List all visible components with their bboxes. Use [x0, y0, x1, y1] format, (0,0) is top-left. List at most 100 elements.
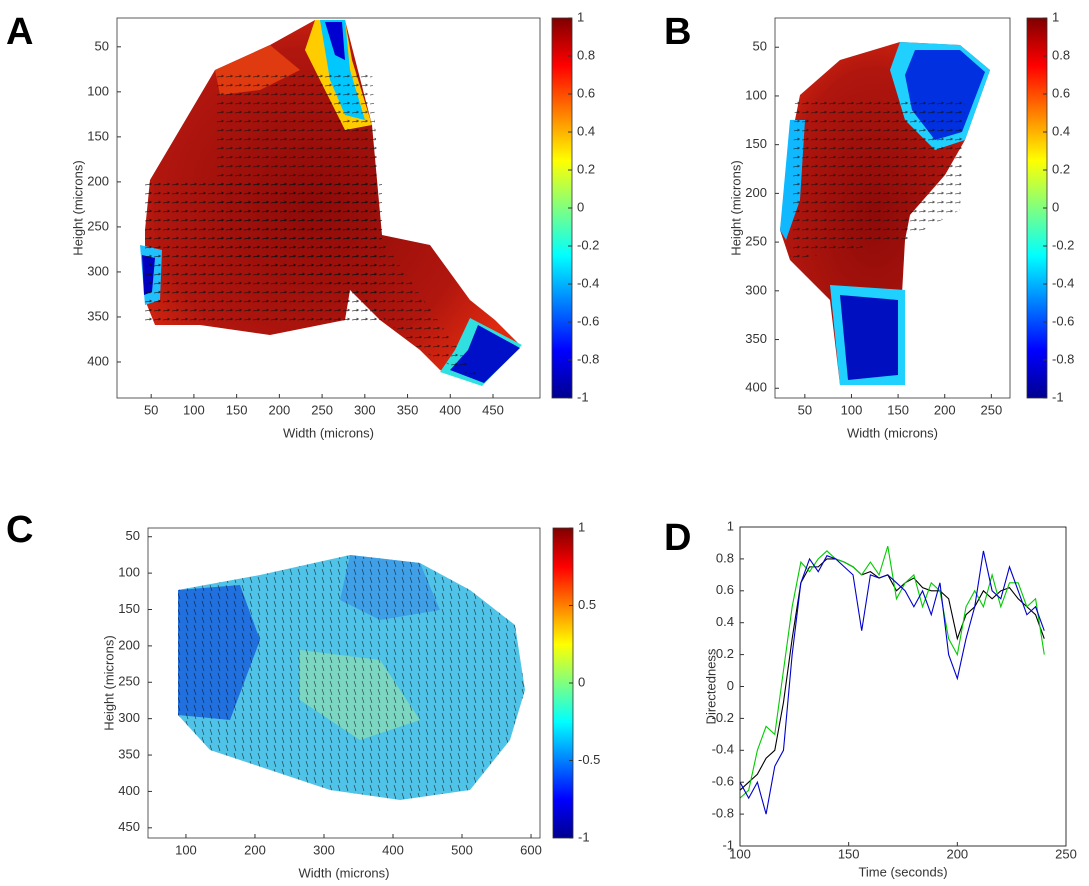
x-tick-label: 500 — [451, 842, 473, 857]
x-tick-label: 100 — [841, 402, 863, 417]
field-c — [178, 555, 525, 800]
colorbar-tick-label: -0.6 — [577, 313, 599, 328]
x-tick-label: 400 — [382, 842, 404, 857]
colorbar-tick-label: -1 — [577, 389, 589, 404]
y-tick-label: 350 — [118, 746, 140, 761]
y-tick-label: 200 — [118, 637, 140, 652]
y-tick-label: 200 — [745, 185, 767, 200]
y-axis-label: Height (microns) — [101, 635, 116, 730]
y-tick-label: -0.2 — [712, 710, 734, 725]
colorbar-tick-label: 0.4 — [577, 123, 595, 138]
y-tick-label: 0 — [727, 678, 734, 693]
y-tick-label: 0.8 — [716, 550, 734, 565]
y-tick-label: 250 — [87, 218, 109, 233]
x-tick-label: 300 — [354, 402, 376, 417]
y-tick-label: -0.8 — [712, 806, 734, 821]
y-tick-label: 150 — [87, 128, 109, 143]
y-tick-label: 0.4 — [716, 614, 734, 629]
x-tick-label: 50 — [144, 402, 158, 417]
field-a — [140, 20, 522, 386]
axes-box — [116, 17, 541, 399]
x-tick-label: 200 — [946, 846, 968, 861]
y-tick-label: 300 — [745, 282, 767, 297]
colorbar-tick-label: 1 — [1052, 9, 1059, 24]
x-tick-label: 150 — [226, 402, 248, 417]
x-tick-label: 200 — [934, 402, 956, 417]
colorbar-tick-label: 0.2 — [1052, 161, 1070, 176]
y-tick-label: 400 — [118, 783, 140, 798]
colorbar-tick-label: 0 — [578, 674, 585, 689]
y-tick-label: 50 — [753, 39, 767, 54]
colorbar-tick-label: 0.6 — [1052, 85, 1070, 100]
series-line — [739, 545, 1045, 799]
colorbar-tick-label: -0.2 — [1052, 237, 1074, 252]
y-tick-label: 0.6 — [716, 582, 734, 597]
y-tick-label: -0.4 — [712, 742, 734, 757]
x-tick-label: 50 — [798, 402, 812, 417]
y-tick-label: 250 — [745, 234, 767, 249]
x-axis-label: Width (microns) — [283, 425, 374, 440]
y-tick-label: 200 — [87, 173, 109, 188]
y-tick-label: 150 — [118, 601, 140, 616]
x-tick-label: 200 — [244, 842, 266, 857]
y-tick-label: -0.6 — [712, 774, 734, 789]
y-tick-label: 350 — [745, 331, 767, 346]
x-tick-label: 100 — [729, 846, 751, 861]
y-tick-label: 1 — [727, 518, 734, 533]
x-axis-label: Width (microns) — [847, 425, 938, 440]
colorbar-tick-label: -0.4 — [577, 275, 599, 290]
colorbar-tick-label: 0.5 — [578, 597, 596, 612]
x-axis-label: Width (microns) — [298, 865, 389, 880]
y-tick-label: 50 — [126, 528, 140, 543]
field-b — [780, 42, 990, 385]
x-tick-label: 300 — [313, 842, 335, 857]
colorbar-tick-label: 0 — [577, 199, 584, 214]
y-tick-label: 50 — [95, 38, 109, 53]
x-tick-label: 250 — [311, 402, 333, 417]
panel-label: C — [6, 509, 33, 551]
x-tick-label: 150 — [838, 846, 860, 861]
colorbar-tick-label: 0.6 — [577, 85, 595, 100]
colorbar-tick-label: -0.8 — [577, 351, 599, 366]
panel-label: A — [6, 11, 33, 53]
y-axis-label: Height (microns) — [70, 160, 85, 255]
y-axis-label: Directedness — [703, 648, 718, 724]
y-tick-label: 350 — [87, 308, 109, 323]
x-tick-label: 250 — [980, 402, 1002, 417]
colorbar-tick-label: 0.4 — [1052, 123, 1070, 138]
x-tick-label: 100 — [183, 402, 205, 417]
colorbar-tick-label: 0.2 — [577, 161, 595, 176]
colorbar-tick-label: -0.2 — [577, 237, 599, 252]
colorbar-tick-label: -0.5 — [578, 752, 600, 767]
y-tick-label: 250 — [118, 674, 140, 689]
x-tick-label: 150 — [887, 402, 909, 417]
colorbar-tick-label: -1 — [578, 829, 590, 844]
colorbar-tick-label: -0.6 — [1052, 313, 1074, 328]
y-tick-label: 0.2 — [716, 646, 734, 661]
x-tick-label: 250 — [1055, 846, 1077, 861]
colorbar-tick-label: 1 — [577, 9, 584, 24]
panel-label: D — [664, 517, 691, 559]
x-tick-label: 200 — [269, 402, 291, 417]
colorbar-tick-label: -0.4 — [1052, 275, 1074, 290]
y-axis-label: Height (microns) — [728, 160, 743, 255]
y-tick-label: 300 — [87, 263, 109, 278]
colorbar-tick-label: 0 — [1052, 199, 1059, 214]
y-tick-label: 100 — [745, 87, 767, 102]
colorbar-tick-label: 1 — [578, 519, 585, 534]
colorbar-tick-label: -0.8 — [1052, 351, 1074, 366]
y-tick-label: 100 — [118, 565, 140, 580]
y-tick-label: 400 — [87, 353, 109, 368]
x-tick-label: 400 — [439, 402, 461, 417]
x-tick-label: 100 — [175, 842, 197, 857]
y-tick-label: 150 — [745, 136, 767, 151]
y-tick-label: 100 — [87, 83, 109, 98]
colorbar-tick-label: 0.8 — [577, 47, 595, 62]
x-tick-label: 600 — [520, 842, 542, 857]
y-tick-label: 450 — [118, 819, 140, 834]
axes-box — [774, 17, 1011, 399]
x-tick-label: 350 — [397, 402, 419, 417]
colorbar-tick-label: 0.8 — [1052, 47, 1070, 62]
x-axis-label: Time (seconds) — [858, 864, 947, 879]
